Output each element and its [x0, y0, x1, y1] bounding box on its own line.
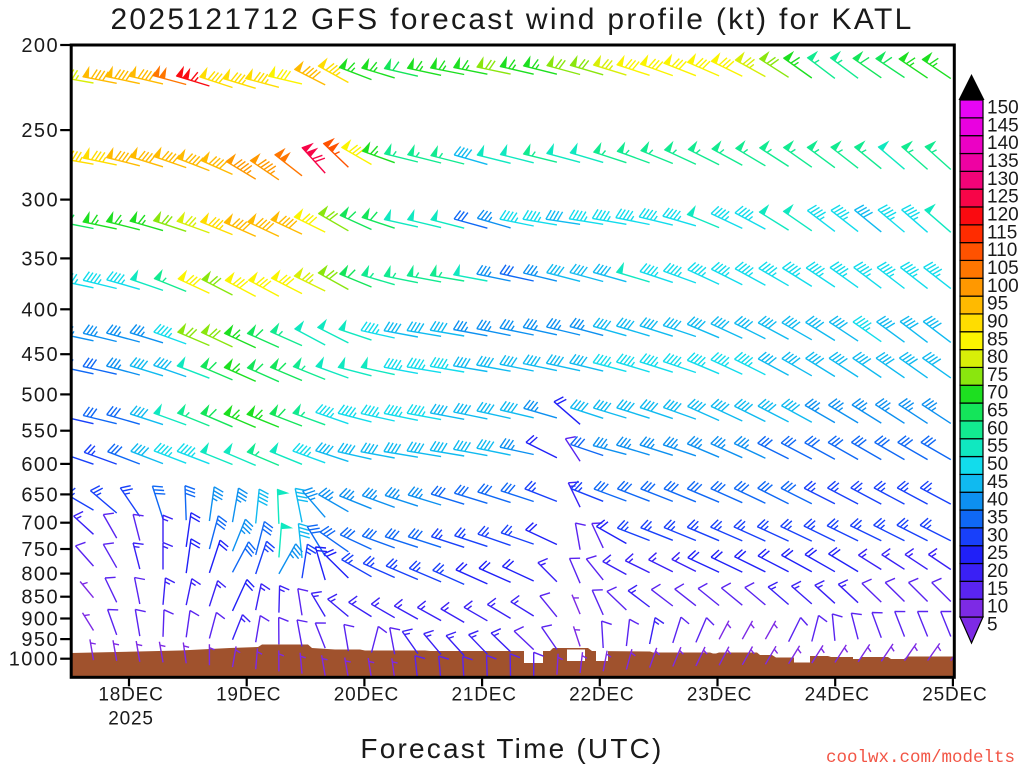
svg-text:80: 80 — [987, 347, 1008, 368]
svg-text:900: 900 — [21, 609, 59, 631]
svg-text:140: 140 — [987, 133, 1019, 154]
svg-text:40: 40 — [987, 490, 1008, 511]
svg-text:2025: 2025 — [108, 709, 153, 730]
svg-text:500: 500 — [21, 384, 59, 406]
svg-text:100: 100 — [987, 276, 1019, 297]
svg-text:30: 30 — [987, 525, 1008, 546]
svg-text:60: 60 — [987, 418, 1008, 439]
svg-text:350: 350 — [21, 248, 59, 270]
svg-text:550: 550 — [21, 421, 59, 443]
svg-text:450: 450 — [21, 344, 59, 366]
svg-text:150: 150 — [987, 98, 1019, 119]
svg-text:21DEC: 21DEC — [451, 685, 516, 706]
svg-text:20DEC: 20DEC — [334, 685, 399, 706]
svg-text:250: 250 — [21, 120, 59, 142]
svg-text:18DEC: 18DEC — [98, 685, 163, 706]
svg-text:700: 700 — [21, 513, 59, 535]
svg-text:5: 5 — [987, 615, 998, 636]
svg-text:650: 650 — [21, 484, 59, 506]
svg-text:90: 90 — [987, 311, 1008, 332]
svg-text:70: 70 — [987, 383, 1008, 404]
svg-text:200: 200 — [21, 35, 59, 57]
svg-text:1000: 1000 — [9, 649, 60, 671]
svg-text:75: 75 — [987, 365, 1008, 386]
svg-text:145: 145 — [987, 115, 1019, 136]
svg-text:15: 15 — [987, 579, 1008, 600]
svg-text:110: 110 — [987, 240, 1017, 261]
svg-text:50: 50 — [987, 454, 1008, 475]
svg-text:600: 600 — [21, 454, 59, 476]
svg-text:85: 85 — [987, 329, 1008, 350]
svg-text:125: 125 — [987, 187, 1019, 208]
svg-text:65: 65 — [987, 401, 1008, 422]
svg-text:24DEC: 24DEC — [805, 685, 870, 706]
svg-text:850: 850 — [21, 587, 59, 609]
svg-text:750: 750 — [21, 539, 59, 561]
svg-text:300: 300 — [21, 190, 59, 212]
svg-text:120: 120 — [987, 205, 1019, 226]
svg-text:20: 20 — [987, 561, 1008, 582]
svg-text:55: 55 — [987, 436, 1008, 457]
svg-text:25: 25 — [987, 543, 1008, 564]
svg-text:95: 95 — [987, 294, 1008, 315]
svg-text:35: 35 — [987, 508, 1008, 529]
svg-text:115: 115 — [987, 222, 1017, 243]
svg-text:105: 105 — [987, 258, 1019, 279]
svg-text:22DEC: 22DEC — [569, 685, 634, 706]
svg-text:10: 10 — [987, 597, 1008, 618]
svg-text:45: 45 — [987, 472, 1008, 493]
svg-text:130: 130 — [987, 169, 1019, 190]
svg-text:950: 950 — [21, 629, 59, 651]
svg-text:19DEC: 19DEC — [216, 685, 281, 706]
svg-text:25DEC: 25DEC — [922, 685, 987, 706]
svg-text:135: 135 — [987, 151, 1019, 172]
svg-text:800: 800 — [21, 564, 59, 586]
svg-text:400: 400 — [21, 299, 59, 321]
svg-text:23DEC: 23DEC — [687, 685, 752, 706]
